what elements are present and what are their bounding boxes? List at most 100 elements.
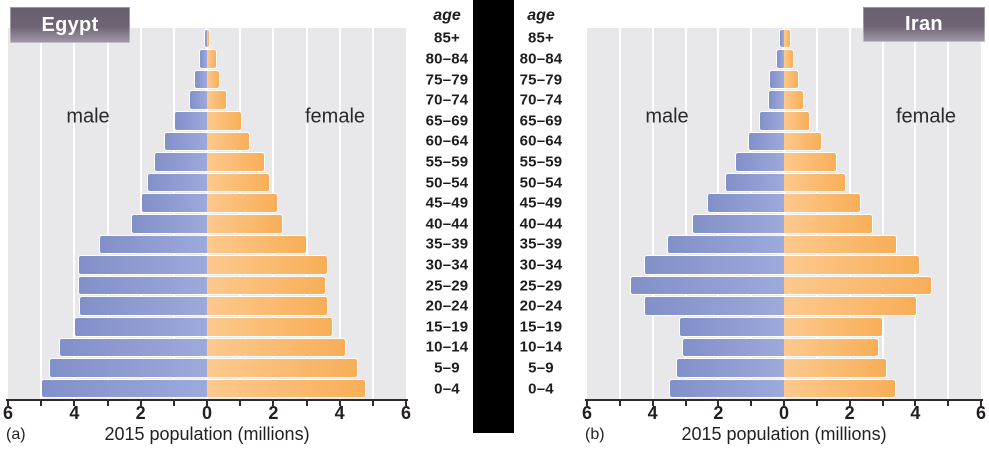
x-axis-tick	[815, 401, 818, 406]
gridline	[239, 28, 242, 399]
male-bar	[99, 234, 207, 255]
female-bar	[784, 378, 896, 399]
x-axis-tick-label: 6	[975, 403, 987, 423]
female-bar	[207, 275, 327, 296]
male-bar	[759, 110, 784, 131]
gridline	[338, 28, 341, 399]
female-bar	[784, 275, 932, 296]
age-label: 5–9	[528, 359, 554, 377]
age-label: 25–29	[425, 277, 469, 295]
age-label: 75–79	[425, 71, 469, 89]
male-bar	[678, 317, 784, 337]
male-bar	[706, 193, 784, 213]
age-label: 15–19	[519, 318, 563, 336]
age-label: 85+	[527, 29, 555, 47]
male-bar	[130, 214, 207, 234]
age-label: 25–29	[519, 277, 563, 295]
female-bar	[784, 255, 921, 275]
gridline	[172, 28, 175, 399]
male-bar	[77, 275, 207, 296]
male-bar	[59, 337, 207, 358]
female-bar	[784, 28, 791, 49]
female-bar	[207, 255, 329, 275]
male-bar	[140, 193, 207, 213]
female-bar	[784, 172, 847, 193]
x-axis-tick	[73, 401, 76, 406]
male-bar	[669, 378, 784, 399]
female-bar	[784, 317, 883, 337]
x-axis-tick-label: 6	[581, 403, 593, 423]
egypt-male-label: male	[66, 105, 110, 128]
age-label: 70–74	[519, 91, 563, 109]
gridline	[305, 28, 308, 399]
x-axis-tick	[371, 401, 374, 406]
x-axis-line	[6, 399, 408, 401]
x-axis-tick	[272, 401, 275, 406]
x-axis-tick-label: 2	[135, 403, 146, 423]
female-bar	[784, 234, 898, 255]
x-axis-tick	[305, 401, 308, 406]
age-label: 55–59	[519, 153, 563, 171]
x-axis-tick	[750, 401, 753, 406]
female-bar	[207, 234, 307, 255]
male-bar	[153, 152, 207, 172]
gridline	[947, 28, 950, 399]
gridline	[881, 28, 884, 399]
female-bar	[207, 296, 329, 317]
panel-divider	[473, 0, 514, 433]
female-bar	[207, 193, 279, 213]
x-axis-tick	[338, 401, 341, 406]
x-axis-tick	[684, 401, 687, 406]
gridline	[206, 28, 208, 399]
x-axis-tick-label: 0	[201, 403, 213, 423]
x-axis-tick	[7, 401, 9, 406]
male-bar	[644, 255, 784, 275]
female-bar	[207, 317, 334, 337]
female-bar	[784, 69, 799, 90]
egypt-panel-letter: (a)	[6, 426, 26, 443]
x-axis-tick-label: 0	[778, 403, 790, 423]
female-bar	[207, 110, 242, 131]
male-bar	[724, 172, 784, 193]
male-bar	[644, 296, 784, 317]
female-bar	[207, 358, 358, 378]
male-bar	[163, 131, 207, 152]
x-axis-tick-label: 2	[268, 403, 279, 423]
x-axis-tick	[717, 401, 720, 406]
male-bar	[188, 90, 207, 110]
x-axis-tick	[947, 401, 950, 406]
egypt-axis-caption: 2015 population (millions)	[104, 424, 310, 444]
male-bar	[74, 317, 207, 337]
x-axis-tick	[618, 401, 621, 406]
x-axis-tick	[848, 401, 851, 406]
female-bar	[207, 152, 266, 172]
age-label: 85+	[433, 29, 461, 47]
egypt-title-box: Egypt	[10, 7, 130, 43]
age-label: 55–59	[425, 153, 469, 171]
iran-male-label: male	[645, 105, 689, 128]
gridline	[914, 28, 917, 399]
x-axis-tick-label: 2	[713, 403, 724, 423]
x-axis-tick	[783, 401, 785, 406]
iran-age-axis-title: age	[527, 7, 555, 24]
female-bar	[784, 49, 794, 69]
age-label: 30–34	[425, 256, 469, 274]
x-axis-tick	[40, 401, 43, 406]
age-label: 35–39	[519, 235, 563, 253]
female-bar	[207, 172, 271, 193]
female-bar	[207, 131, 251, 152]
gridline	[73, 28, 76, 399]
iran-panel-letter: (b)	[585, 426, 605, 443]
male-bar	[775, 49, 784, 69]
egypt-title: Egypt	[41, 13, 99, 36]
female-bar	[784, 152, 837, 172]
x-axis-tick-label: 2	[844, 403, 855, 423]
x-axis-tick	[914, 401, 917, 406]
male-bar	[79, 296, 207, 317]
x-axis-tick	[106, 401, 109, 406]
age-label: 20–24	[425, 297, 469, 315]
age-label: 20–24	[519, 297, 563, 315]
male-bar	[767, 90, 784, 110]
male-bar	[692, 214, 784, 234]
female-bar	[207, 28, 211, 49]
